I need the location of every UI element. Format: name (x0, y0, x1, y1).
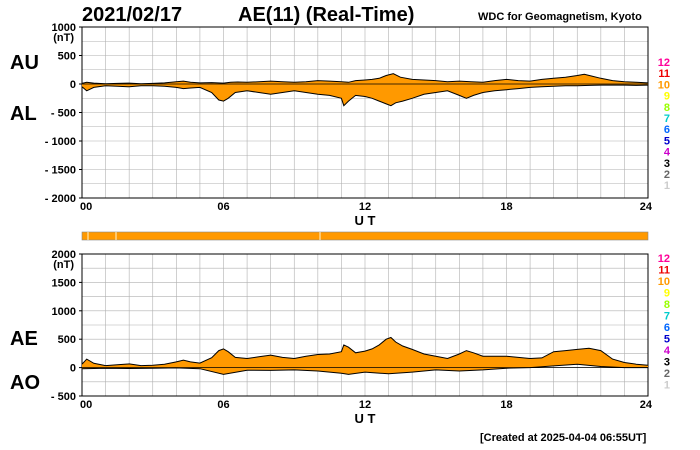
x-tick-label: 24 (640, 399, 653, 411)
station-count-12: 12 (658, 57, 670, 69)
x-tick-label: 12 (359, 201, 371, 213)
x-axis-label: U T (355, 213, 376, 228)
x-tick-label: 24 (640, 201, 653, 213)
station-count-1: 1 (664, 180, 670, 192)
station-count-11: 11 (658, 265, 670, 277)
y-axis-unit: (nT) (53, 32, 74, 44)
station-count-1: 1 (664, 380, 670, 392)
station-count-12: 12 (658, 253, 670, 265)
y-tick-label: 500 (58, 334, 76, 346)
y-tick-label: - 2000 (45, 193, 76, 205)
y-tick-label: 0 (70, 79, 76, 91)
station-count-7: 7 (664, 311, 670, 323)
y-tick-label: - 500 (51, 391, 76, 403)
station-count-4: 4 (664, 147, 671, 159)
series-fill-area (82, 337, 648, 375)
ae-label: AE (10, 328, 38, 350)
y-tick-label: 0 (70, 363, 76, 375)
y-tick-label: - 500 (51, 108, 76, 120)
station-count-9: 9 (664, 288, 670, 300)
series-fill-area (82, 73, 648, 106)
al-label: AL (10, 103, 37, 125)
station-count-10: 10 (658, 79, 670, 91)
series-line-ao (81, 363, 648, 375)
station-count-8: 8 (664, 299, 670, 311)
y-tick-label: 2000 (52, 249, 76, 261)
panel-au-al (79, 26, 649, 199)
y-tick-label: 1000 (52, 306, 76, 318)
y-tick-label: 1500 (52, 277, 76, 289)
station-count-6: 6 (664, 124, 670, 136)
station-count-5: 5 (664, 135, 670, 147)
panel-ae-ao (79, 253, 649, 397)
series-line-al (81, 84, 649, 107)
station-count-7: 7 (664, 113, 670, 125)
station-count-11: 11 (658, 68, 670, 80)
station-count-3: 3 (664, 357, 670, 369)
station-count-5: 5 (664, 334, 670, 346)
station-count-2: 2 (664, 368, 670, 380)
x-tick-label: 06 (217, 399, 229, 411)
data-status-bar (81, 231, 649, 241)
y-axis-unit: (nT) (53, 259, 74, 271)
x-tick-label: 18 (500, 201, 512, 213)
station-count-8: 8 (664, 102, 670, 114)
x-tick-label: 18 (500, 399, 512, 411)
created-timestamp: [Created at 2025-04-04 06:55UT] (480, 432, 647, 444)
ao-label: AO (10, 372, 40, 394)
station-count-9: 9 (664, 91, 670, 103)
data-source-label: WDC for Geomagnetism, Kyoto (478, 11, 642, 23)
series-line-ae (81, 336, 649, 367)
y-tick-label: 1000 (52, 22, 76, 34)
x-tick-label: 00 (80, 201, 92, 213)
x-tick-label: 00 (80, 399, 92, 411)
series-line-au (81, 73, 649, 85)
station-count-2: 2 (664, 169, 670, 181)
au-label: AU (10, 52, 39, 74)
y-tick-label: - 1000 (45, 136, 76, 148)
x-tick-label: 12 (359, 399, 371, 411)
x-axis-label: U T (355, 411, 376, 426)
y-tick-label: 500 (58, 51, 76, 63)
chart-title: AE(11) (Real-Time) (238, 4, 415, 26)
station-count-4: 4 (664, 345, 671, 357)
x-tick-label: 06 (217, 201, 229, 213)
station-count-3: 3 (664, 158, 670, 170)
y-tick-label: - 1500 (45, 165, 76, 177)
chart-date: 2021/02/17 (82, 4, 183, 26)
station-count-10: 10 (658, 276, 670, 288)
station-count-6: 6 (664, 322, 670, 334)
plot-frame (81, 253, 649, 397)
